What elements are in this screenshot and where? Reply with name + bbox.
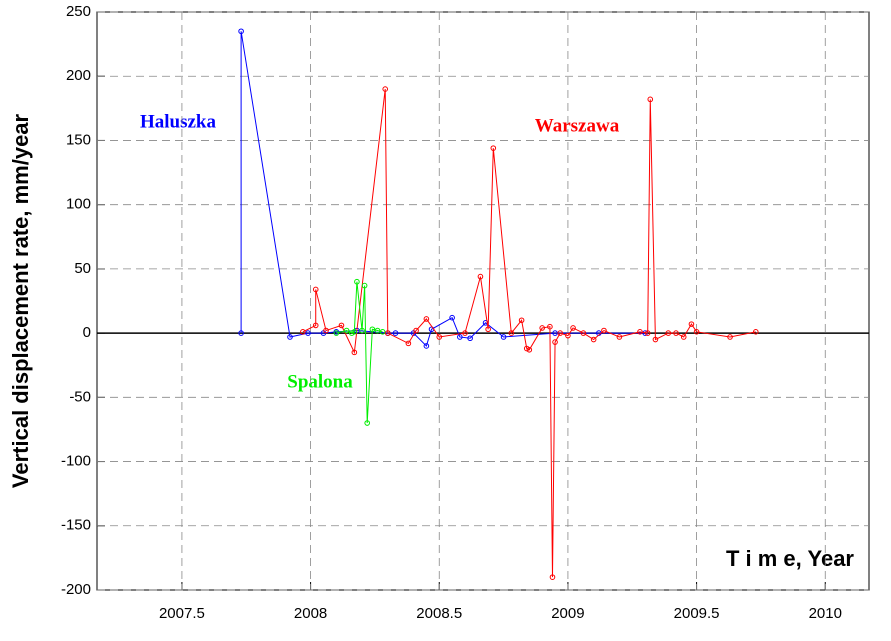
data-point xyxy=(467,335,473,342)
data-point xyxy=(354,278,360,285)
y-tick-label: 100 xyxy=(66,196,91,213)
data-point xyxy=(644,330,651,336)
data-point xyxy=(379,329,386,335)
x-tick-label: 2009.5 xyxy=(674,605,720,622)
data-point xyxy=(549,574,556,580)
x-tick-label: 2007.5 xyxy=(159,605,205,622)
data-point xyxy=(405,340,412,347)
data-point xyxy=(457,334,463,340)
data-point xyxy=(333,330,340,336)
data-point xyxy=(364,420,371,426)
data-point xyxy=(547,323,553,330)
y-tick-label: 50 xyxy=(74,260,91,277)
x-axis-label: T i m e, Year xyxy=(726,546,854,571)
y-tick-label: 0 xyxy=(83,324,91,341)
data-point xyxy=(565,332,571,339)
data-point xyxy=(490,145,497,151)
data-point xyxy=(508,330,515,336)
data-point xyxy=(680,334,687,340)
data-point xyxy=(539,325,545,331)
y-axis-label: Vertical displacement rate, mm/year xyxy=(8,113,33,488)
data-point xyxy=(637,329,643,335)
data-point xyxy=(359,327,365,334)
series-line xyxy=(240,31,646,347)
x-tick-label: 2010 xyxy=(809,605,842,622)
data-point xyxy=(361,282,368,289)
data-point xyxy=(652,336,659,343)
data-point xyxy=(413,327,419,334)
data-point xyxy=(305,330,311,336)
data-point xyxy=(436,334,443,340)
y-tick-label: -150 xyxy=(61,517,91,534)
series-label: Warszawa xyxy=(535,115,620,136)
data-point xyxy=(601,327,607,334)
data-point xyxy=(580,330,587,336)
x-tick-label: 2008 xyxy=(294,605,327,622)
data-point xyxy=(384,330,391,336)
data-point xyxy=(693,329,700,335)
data-point xyxy=(557,330,564,336)
series-label: Haluszka xyxy=(140,111,217,132)
series-label: Spalona xyxy=(287,371,353,392)
x-tick-label: 2009 xyxy=(551,605,584,622)
y-tick-label: 200 xyxy=(66,67,91,84)
data-point xyxy=(449,314,455,321)
data-point xyxy=(552,339,558,345)
data-point xyxy=(590,336,597,343)
data-point xyxy=(673,330,679,336)
data-point xyxy=(423,316,430,322)
data-point xyxy=(647,96,654,103)
data-point xyxy=(238,28,244,35)
data-point xyxy=(616,334,623,340)
data-point xyxy=(752,329,759,335)
y-tick-label: 150 xyxy=(66,131,91,148)
y-tick-label: -200 xyxy=(61,581,91,598)
data-point xyxy=(351,329,358,335)
plot-frame xyxy=(96,11,870,591)
data-point xyxy=(477,273,484,280)
data-point xyxy=(552,330,558,336)
data-point xyxy=(518,317,525,324)
data-point xyxy=(526,347,533,353)
data-point xyxy=(688,321,695,327)
data-point xyxy=(382,86,389,92)
data-point xyxy=(485,326,491,333)
data-point xyxy=(323,327,329,334)
data-point xyxy=(338,322,345,329)
data-point xyxy=(369,326,376,333)
data-point xyxy=(462,330,468,336)
data-point xyxy=(287,334,293,340)
data-point xyxy=(665,330,672,336)
x-tick-label: 2008.5 xyxy=(416,605,462,622)
data-point xyxy=(570,325,576,331)
data-point xyxy=(500,334,507,340)
data-point xyxy=(423,343,430,349)
series-line xyxy=(336,281,383,424)
y-tick-label: 250 xyxy=(66,3,91,20)
data-point xyxy=(312,286,319,293)
data-point xyxy=(351,349,358,356)
data-point xyxy=(374,327,381,334)
data-point xyxy=(727,334,733,340)
data-point xyxy=(300,329,306,335)
data-point xyxy=(392,330,399,336)
data-point xyxy=(238,330,244,336)
data-point xyxy=(312,322,319,329)
y-tick-label: -100 xyxy=(61,453,91,470)
data-point xyxy=(343,327,350,334)
y-tick-label: -50 xyxy=(69,388,91,405)
